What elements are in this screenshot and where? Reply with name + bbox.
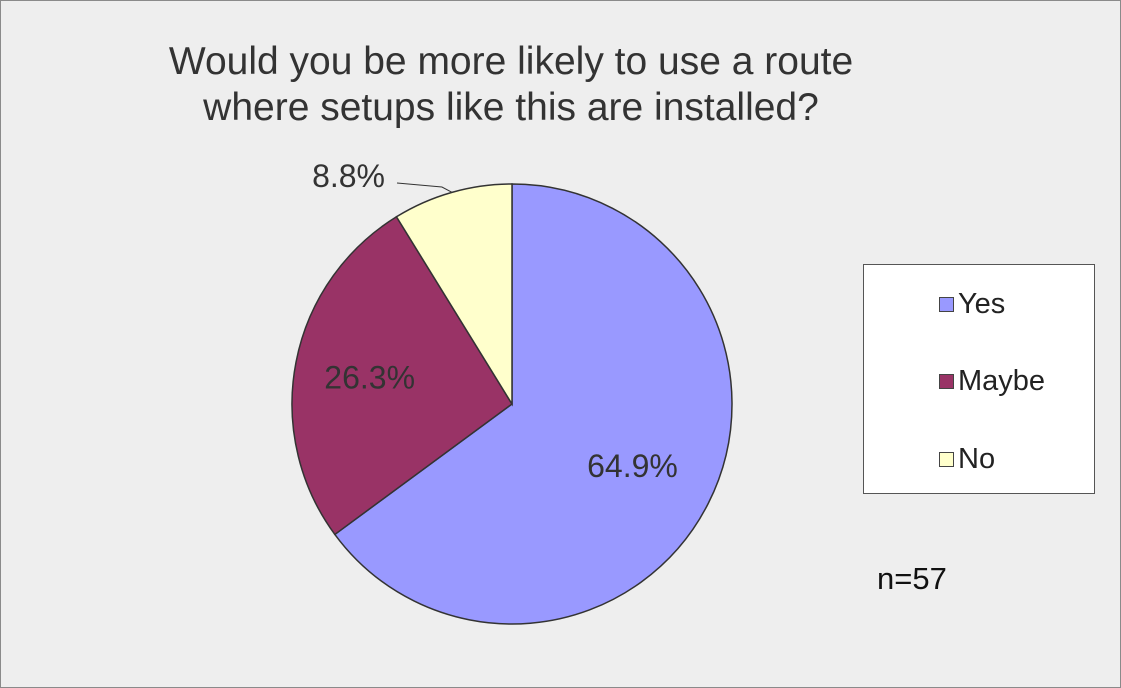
chart-title: Would you be more likely to use a route …	[121, 39, 901, 131]
sample-size-label: n=57	[877, 561, 947, 596]
legend-swatch-no	[939, 451, 954, 467]
legend-swatch-yes	[939, 296, 954, 312]
leader-line-no	[396, 182, 453, 193]
chart-title-line-2: where setups like this are installed?	[203, 86, 819, 129]
data-label-yes: 64.9%	[587, 448, 678, 484]
legend-label-maybe: Maybe	[958, 364, 1046, 397]
legend-item-no: No	[939, 441, 995, 477]
data-label-no: 8.8%	[312, 158, 385, 194]
data-label-maybe: 26.3%	[324, 359, 415, 395]
chart-title-line-1: Would you be more likely to use a route	[168, 40, 854, 83]
legend: Yes Maybe No	[863, 264, 1095, 494]
legend-swatch-maybe	[939, 373, 954, 389]
legend-item-maybe: Maybe	[939, 363, 1045, 399]
pie-slice-maybe	[291, 215, 514, 536]
pie-slice-no	[395, 183, 513, 407]
legend-label-yes: Yes	[958, 287, 1006, 320]
legend-item-yes: Yes	[939, 286, 1005, 322]
legend-label-no: No	[958, 442, 996, 475]
pie-slice-yes	[333, 183, 733, 625]
